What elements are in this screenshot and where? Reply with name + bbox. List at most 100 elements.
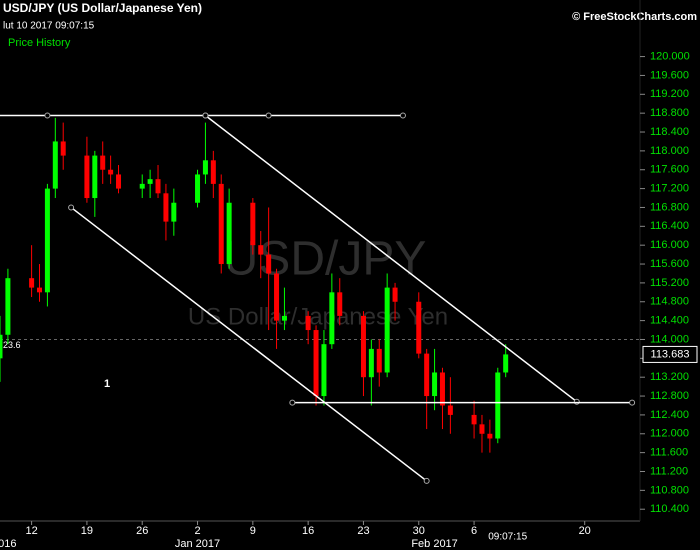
y-tick-label: 119.200 — [650, 88, 689, 100]
candle-body — [258, 245, 264, 255]
y-tick-label: 113.200 — [650, 371, 689, 383]
candle-body — [274, 273, 280, 321]
trendline — [70, 206, 428, 482]
candle-body — [0, 334, 3, 359]
x-tick-label: 30 — [413, 525, 425, 537]
y-tick-label: 114.800 — [650, 296, 689, 308]
candle-body — [495, 372, 501, 439]
candle-body — [266, 254, 272, 274]
candle-body — [471, 414, 477, 425]
trendline-anchor — [202, 112, 209, 119]
y-tick-label: 117.600 — [650, 164, 689, 176]
candle-body — [147, 179, 153, 184]
candle-body — [155, 179, 161, 194]
last-price-box — [642, 345, 698, 363]
y-tick-label: 110.800 — [650, 484, 689, 496]
candle-body — [368, 348, 374, 378]
candle-body — [52, 141, 58, 189]
y-tick-label: 116.800 — [650, 201, 689, 213]
chart-title: USD/JPY (US Dollar/Japanese Yen) — [3, 1, 202, 15]
y-tick-label: 112.800 — [650, 390, 689, 402]
candle-body — [5, 278, 11, 335]
candle-body — [171, 202, 177, 222]
candle-body — [44, 188, 50, 293]
fib-ratio: 23.6 — [3, 340, 21, 350]
candle-body — [195, 174, 201, 203]
wave-label: 1 — [104, 378, 110, 390]
candle-body — [479, 424, 485, 434]
candle-body — [116, 174, 122, 189]
x-tick-label: 19 — [81, 525, 93, 537]
last-price-label: 113.683 — [651, 348, 690, 360]
candle-body — [439, 372, 445, 406]
trendline-anchor — [423, 477, 430, 484]
trendline — [204, 114, 578, 403]
trendline-anchor — [265, 112, 272, 119]
x-tick-label: 9 — [250, 525, 256, 537]
y-tick-label: 116.400 — [650, 220, 689, 232]
candle-body — [60, 141, 66, 156]
candle-body — [210, 160, 216, 184]
y-tick-label: 114.000 — [650, 333, 689, 345]
candle-body — [226, 202, 232, 265]
candle-body — [108, 169, 114, 175]
trendline-anchor — [289, 399, 296, 406]
x-period-label: 2016 — [0, 538, 16, 550]
candle-body — [37, 287, 43, 293]
y-tick-label: 118.400 — [650, 126, 689, 138]
x-tick-label: 16 — [302, 525, 314, 537]
x-period-label: Feb 2017 — [411, 538, 457, 550]
x-tick-label: 20 — [579, 525, 591, 537]
candle-body — [92, 155, 98, 199]
candle-body — [163, 193, 169, 222]
x-tick-label: 12 — [25, 525, 37, 537]
candle-body — [432, 372, 438, 397]
x-tick-label: 23 — [357, 525, 369, 537]
trendline-anchor — [399, 112, 406, 119]
watermark-subtitle: US Dollar/Japanese Yen — [188, 303, 448, 330]
y-tick-label: 111.200 — [650, 465, 688, 477]
source: © FreeStockCharts.com — [572, 11, 697, 23]
y-tick-label: 115.600 — [650, 258, 689, 270]
candle-body — [313, 330, 319, 397]
candle-body — [376, 348, 382, 373]
trendline-anchor — [68, 204, 75, 211]
trendline-anchor — [629, 399, 636, 406]
y-tick-label: 114.400 — [650, 315, 689, 327]
y-tick-label: 117.200 — [650, 183, 689, 195]
y-tick-label: 111.600 — [650, 447, 688, 459]
candle-body — [337, 292, 343, 316]
candle-body — [139, 183, 145, 189]
y-tick-label: 118.800 — [650, 107, 689, 119]
candle-body — [84, 155, 90, 199]
y-tick-label: 116.000 — [650, 239, 689, 251]
candle-body — [29, 278, 35, 288]
x-period-label: Jan 2017 — [175, 538, 220, 550]
candle-body — [281, 315, 287, 321]
candle-body — [384, 287, 390, 373]
y-tick-label: 119.600 — [650, 69, 689, 81]
y-tick-label: 112.000 — [650, 428, 689, 440]
candle-body — [424, 353, 430, 397]
candle-body — [392, 287, 398, 302]
candle-body — [360, 315, 366, 378]
candle-body — [100, 155, 106, 170]
y-tick-label: 120.000 — [650, 50, 690, 62]
candle-body — [329, 292, 335, 345]
y-tick-label: 115.200 — [650, 277, 689, 289]
y-tick-label: 110.400 — [650, 503, 689, 515]
candle-body — [447, 405, 453, 415]
x-tick-label: 2 — [194, 525, 200, 537]
candle-body — [202, 160, 208, 175]
trendline-anchor — [44, 112, 51, 119]
y-tick-label: 112.400 — [650, 409, 689, 421]
candle-body — [321, 344, 327, 397]
trendline-anchor — [573, 398, 580, 405]
y-tick-label: 118.000 — [650, 145, 689, 157]
time-marker: 09:07:15 — [488, 532, 527, 543]
timestamp: lut 10 2017 09:07:15 — [3, 21, 95, 32]
candle-body — [503, 354, 509, 373]
candle-body — [416, 301, 422, 354]
